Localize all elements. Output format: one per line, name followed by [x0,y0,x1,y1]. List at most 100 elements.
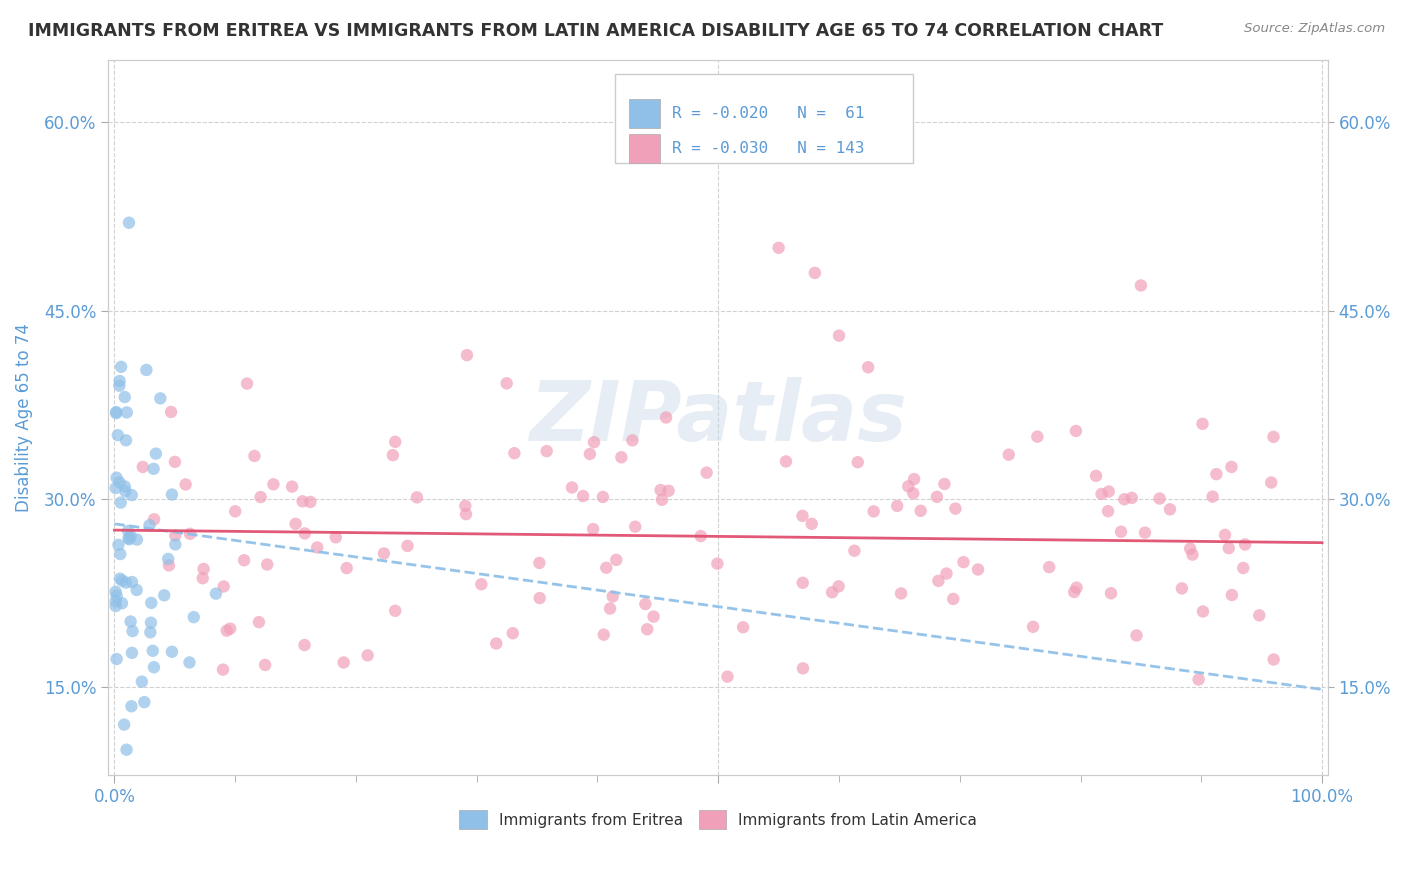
Point [139,615,162,630]
Point [470,577,492,591]
Point [561,481,583,495]
Point [651,492,673,507]
Point [121,488,143,502]
Point [1114,492,1136,507]
Point [610,450,633,465]
Point [384,434,406,449]
FancyBboxPatch shape [614,74,914,163]
Point [792,508,814,523]
Point [592,490,614,504]
Point [485,636,508,650]
Point [121,624,143,639]
Point [934,477,956,491]
Point [118,533,141,547]
Y-axis label: Disability Age 65 to 74: Disability Age 65 to 74 [15,323,32,512]
Point [356,648,378,663]
Point [595,560,617,574]
Point [117,524,139,538]
Point [846,455,869,469]
Point [325,530,347,544]
Point [1022,620,1045,634]
Point [212,579,235,593]
Point [212,663,235,677]
Point [599,601,621,615]
Point [1064,424,1087,438]
Point [1180,541,1202,556]
Point [373,546,395,560]
Point [236,376,259,391]
Point [827,579,849,593]
Point [108,374,131,388]
Point [1249,608,1271,623]
Point [179,656,201,670]
Point [1085,468,1108,483]
Point [1188,673,1211,687]
Point [862,504,884,518]
Point [142,644,165,658]
Point [142,660,165,674]
Point [1149,491,1171,506]
Point [153,588,176,602]
Point [925,490,948,504]
Point [294,526,316,541]
Point [114,390,136,404]
Point [110,359,132,374]
Point [1038,560,1060,574]
Point [454,507,477,521]
Point [125,533,148,547]
Point [104,481,127,495]
Point [942,591,965,606]
Point [160,405,183,419]
Point [1218,541,1240,555]
Point [163,455,186,469]
Point [1133,525,1156,540]
Point [775,454,797,468]
Point [1097,504,1119,518]
Text: R = -0.030   N = 143: R = -0.030 N = 143 [672,141,865,156]
Point [191,571,214,585]
Point [1026,430,1049,444]
Point [179,526,201,541]
Point [115,434,138,448]
Point [792,575,814,590]
Point [1121,491,1143,505]
Point [118,216,141,230]
Point [149,392,172,406]
Point [105,405,128,419]
Point [529,556,551,570]
Point [160,645,183,659]
Point [903,486,925,500]
Point [1090,487,1112,501]
Bar [630,99,659,128]
Text: R = -0.020   N =  61: R = -0.020 N = 61 [672,106,865,121]
Point [579,447,602,461]
Point [105,471,128,485]
Point [120,699,142,714]
Point [384,604,406,618]
Point [733,620,755,634]
Point [952,555,974,569]
Point [165,528,187,542]
Point [844,543,866,558]
Point [1260,475,1282,490]
Point [1129,278,1152,293]
Point [110,495,132,509]
Point [165,537,187,551]
Point [582,435,605,450]
Point [1159,502,1181,516]
Point [406,491,429,505]
Point [139,625,162,640]
Point [1263,430,1285,444]
Point [1109,524,1132,539]
Point [1201,490,1223,504]
Point [262,477,284,491]
Point [1181,548,1204,562]
Point [1125,628,1147,642]
Point [120,529,142,543]
Point [1066,581,1088,595]
Point [281,480,304,494]
Point [174,477,197,491]
Point [456,348,478,362]
Point [634,597,657,611]
Point [117,531,139,545]
